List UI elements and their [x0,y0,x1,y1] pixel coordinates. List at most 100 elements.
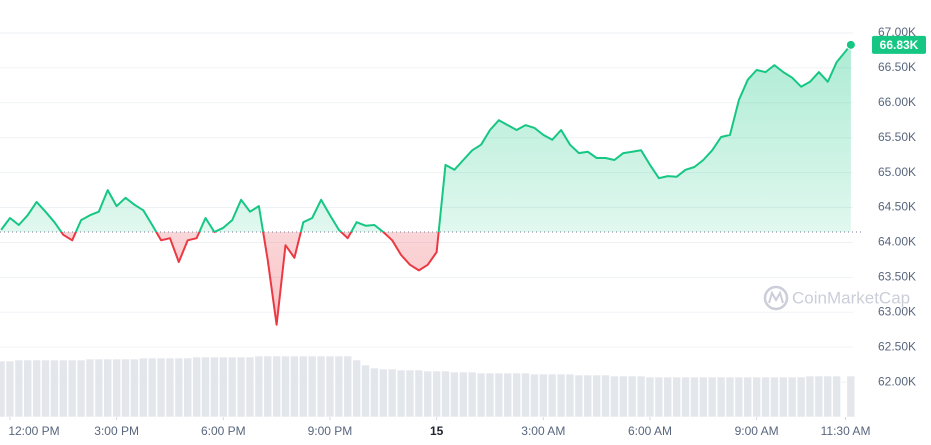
volume-bar [485,372,495,418]
volume-bar [690,376,699,418]
volume-bar [103,358,113,418]
volume-bar [432,370,441,418]
x-tick-label: 12:00 PM [8,424,59,438]
volume-bar [725,376,735,418]
x-tick-label: 6:00 PM [201,424,246,438]
volume-bar [281,355,290,418]
y-tick-label: 63.50K [878,270,916,284]
volume-bar [530,373,539,418]
volume-bar [521,372,530,418]
y-tick-label: 64.50K [878,200,916,214]
volume-bar [823,375,833,418]
volume-bar [672,376,681,418]
volume-bar [405,369,415,418]
volume-bar [539,373,548,418]
volume-bar [476,372,486,418]
x-tick-label: 3:00 PM [94,424,139,438]
volume-bar [352,359,361,418]
volume-bar [218,356,228,418]
y-tick-label: 62.50K [878,339,916,353]
volume-bar [370,367,379,418]
volume-bar [832,375,841,418]
volume-bar [298,355,308,418]
volume-bar [681,376,690,418]
volume-bar [707,376,717,418]
volume-bar [796,376,806,418]
volume-bar [645,376,655,418]
volume-bar [201,356,210,418]
volume-bar [556,373,566,418]
y-tick-label: 66.00K [878,95,916,109]
volume-bar [610,375,619,418]
volume-bar [361,364,370,418]
x-tick-label: 9:00 AM [735,424,779,438]
volume-bar [32,359,41,418]
volume-bar [307,355,317,418]
volume-bar [387,368,397,418]
volume-bar [254,355,264,418]
volume-bar [601,374,610,418]
volume-bar [58,359,68,418]
watermark: CoinMarketCap [763,285,910,311]
volume-bar [5,360,15,418]
volume-bar [450,371,459,418]
volume-bar [183,357,193,418]
volume-bar [459,371,468,418]
volume-bar [41,359,50,418]
price-line-down [60,231,440,326]
price-line-up [0,44,852,232]
volume-bar [174,357,184,418]
y-tick-label: 65.00K [878,165,916,179]
volume-bar [130,358,139,418]
volume-bar [547,373,557,418]
volume-bar [592,374,601,418]
volume-bar [85,358,95,418]
volume-bar [627,375,637,418]
volume-bar [619,375,628,418]
volume-bar [743,376,753,418]
x-tick-label: 11:30 AM [821,424,871,438]
volume-bar [752,376,761,418]
volume-bar [699,376,708,418]
volume-bar [14,359,24,418]
volume-bar [325,355,335,418]
volume-bar [121,358,130,418]
y-tick-label: 62.00K [878,374,916,388]
volume-bar [512,372,521,418]
volume-bar [779,376,788,418]
area-up [1,44,851,232]
x-tick-label: 9:00 PM [308,424,353,438]
volume-bar [574,374,584,418]
volume-bar [414,369,424,418]
volume-bar [290,355,299,418]
last-price-label: 66.83K [880,38,919,52]
volume-bar [761,376,770,418]
x-tick-label: 6:00 AM [628,424,672,438]
volume-bar [210,356,219,418]
x-tick-label: 15 [430,424,444,438]
volume-bar [147,357,157,418]
last-price-tag [872,35,926,54]
volume-bar [663,376,673,418]
volume-bar [503,372,513,418]
volume-bar [334,355,344,418]
volume-bar [378,368,388,418]
x-tick-label: 3:00 AM [521,424,565,438]
volume-bar [814,375,824,418]
y-tick-label: 67.00K [878,25,916,39]
y-tick-label: 64.00K [878,235,916,249]
volume-bar [316,355,326,418]
volume-bar [636,375,646,418]
area-down [1,231,851,325]
volume-bar [441,370,450,418]
volume-bar [165,357,175,418]
volume-bar [467,371,477,418]
volume-bar [716,376,726,418]
volume-bar [50,359,59,418]
volume-bar [423,370,433,418]
volume-bar [734,376,744,418]
volume-bar [192,356,201,418]
volume-bar [494,372,504,418]
volume-bar [846,375,856,418]
